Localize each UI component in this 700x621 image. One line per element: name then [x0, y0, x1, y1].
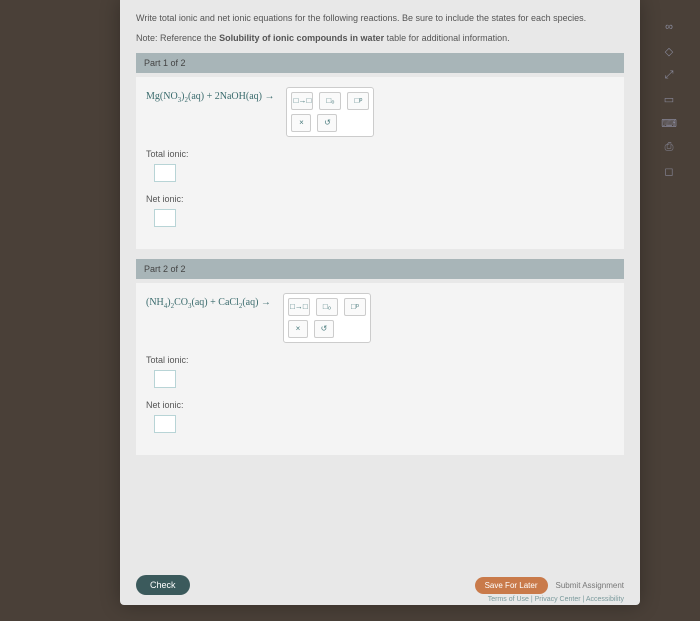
tool-clear-button[interactable]: × — [291, 114, 311, 132]
part1-total-label: Total ionic: — [146, 149, 614, 159]
tool-superscript-button[interactable]: □ᵖ — [347, 92, 369, 110]
tool-arrow-button[interactable]: □→□ — [288, 298, 310, 316]
check-button[interactable]: Check — [136, 575, 190, 595]
right-actions: Save For Later Submit Assignment — [475, 577, 624, 594]
submit-assignment-link[interactable]: Submit Assignment — [556, 581, 624, 590]
part1-equation: Mg(NO3)2(aq) + 2NaOH(aq) → — [146, 87, 274, 104]
note-prefix: Note: — [136, 33, 158, 43]
infinity-icon[interactable]: ∞ — [662, 20, 676, 34]
tool-subscript-button[interactable]: □₀ — [316, 298, 338, 316]
part2-total-input[interactable] — [154, 370, 176, 388]
print-icon[interactable]: ⎙ — [662, 140, 676, 154]
side-icon-strip: ∞ ◇ ⤢ ▭ ⌨ ⎙ ◻ — [660, 20, 678, 178]
note-body: Reference the — [158, 33, 220, 43]
page-container: Write total ionic and net ionic equation… — [120, 0, 640, 605]
bottom-bar: Check Save For Later Submit Assignment — [136, 575, 624, 595]
tool-subscript-button[interactable]: □₀ — [319, 92, 341, 110]
part2-body: (NH4)2CO3(aq) + CaCl2(aq) → □→□ □₀ □ᵖ × … — [136, 283, 624, 455]
rectangle-icon[interactable]: ▭ — [662, 92, 676, 106]
save-for-later-button[interactable]: Save For Later — [475, 577, 548, 594]
part1-total-input[interactable] — [154, 164, 176, 182]
keyboard-icon[interactable]: ⌨ — [662, 116, 676, 130]
part1-body: Mg(NO3)2(aq) + 2NaOH(aq) → □→□ □₀ □ᵖ × ↺… — [136, 77, 624, 249]
note-suffix: table for additional information. — [384, 33, 510, 43]
diamond-icon[interactable]: ◇ — [662, 44, 676, 58]
tool-clear-button[interactable]: × — [288, 320, 308, 338]
expand-icon[interactable]: ⤢ — [662, 68, 676, 82]
part2-net-input[interactable] — [154, 415, 176, 433]
part1-net-label: Net ionic: — [146, 194, 614, 204]
tool-superscript-button[interactable]: □ᵖ — [344, 298, 366, 316]
note-text: Note: Reference the Solubility of ionic … — [136, 33, 624, 43]
equation-toolbar-2: □→□ □₀ □ᵖ × ↺ — [283, 293, 371, 343]
toolbar-row-1: □→□ □₀ □ᵖ — [291, 92, 369, 110]
note-bold: Solubility of ionic compounds in water — [219, 33, 384, 43]
toolbar2-row-2: × ↺ — [288, 320, 366, 338]
square-icon[interactable]: ◻ — [662, 164, 676, 178]
part2-equation-row: (NH4)2CO3(aq) + CaCl2(aq) → □→□ □₀ □ᵖ × … — [146, 293, 614, 343]
footer-links[interactable]: Terms of Use | Privacy Center | Accessib… — [488, 596, 624, 603]
toolbar-row-2: × ↺ — [291, 114, 369, 132]
tool-undo-button[interactable]: ↺ — [317, 114, 337, 132]
part1-equation-row: Mg(NO3)2(aq) + 2NaOH(aq) → □→□ □₀ □ᵖ × ↺ — [146, 87, 614, 137]
tool-undo-button[interactable]: ↺ — [314, 320, 334, 338]
tool-arrow-button[interactable]: □→□ — [291, 92, 313, 110]
part2-header: Part 2 of 2 — [136, 259, 624, 279]
toolbar2-row-1: □→□ □₀ □ᵖ — [288, 298, 366, 316]
instructions-text: Write total ionic and net ionic equation… — [136, 12, 624, 25]
part2-net-label: Net ionic: — [146, 400, 614, 410]
part2-equation: (NH4)2CO3(aq) + CaCl2(aq) → — [146, 293, 271, 310]
part2-total-label: Total ionic: — [146, 355, 614, 365]
equation-toolbar: □→□ □₀ □ᵖ × ↺ — [286, 87, 374, 137]
part1-net-input[interactable] — [154, 209, 176, 227]
part1-header: Part 1 of 2 — [136, 53, 624, 73]
